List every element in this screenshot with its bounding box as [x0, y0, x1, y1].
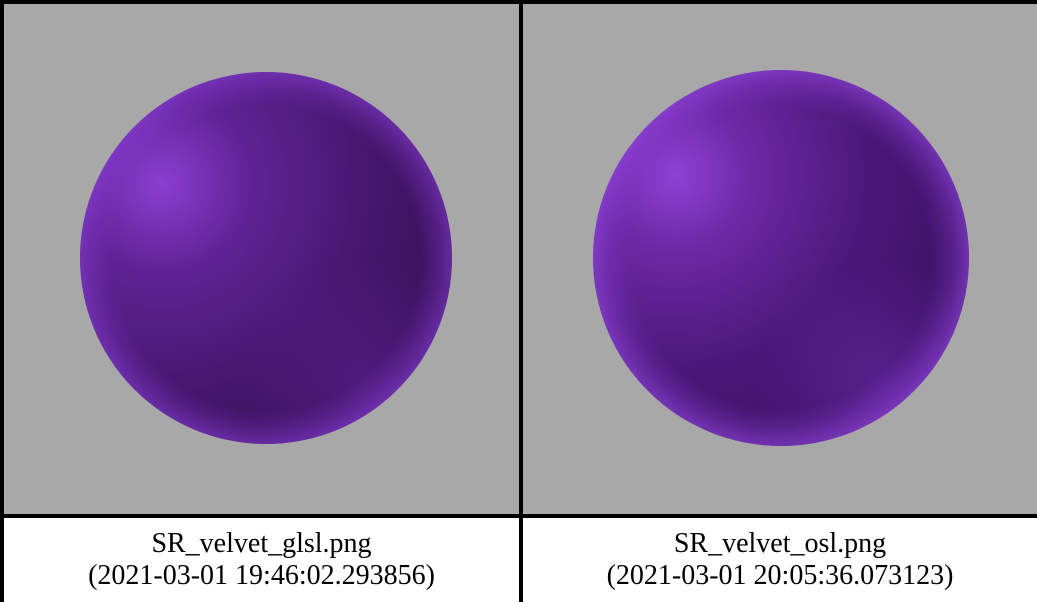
- caption-timestamp: (2021-03-01 19:46:02.293856): [88, 560, 435, 591]
- render-image-osl: [523, 4, 1037, 514]
- caption-filename: SR_velvet_glsl.png: [151, 528, 372, 559]
- caption-filename: SR_velvet_osl.png: [673, 528, 887, 559]
- caption-glsl: SR_velvet_glsl.png (2021-03-01 19:46:02.…: [4, 518, 519, 602]
- velvet-sphere-glsl: [80, 72, 452, 444]
- caption-timestamp: (2021-03-01 20:05:36.073123): [606, 560, 954, 591]
- render-image-glsl: [4, 4, 519, 514]
- caption-osl: SR_velvet_osl.png (2021-03-01 20:05:36.0…: [523, 518, 1037, 602]
- velvet-sphere-osl: [593, 70, 969, 446]
